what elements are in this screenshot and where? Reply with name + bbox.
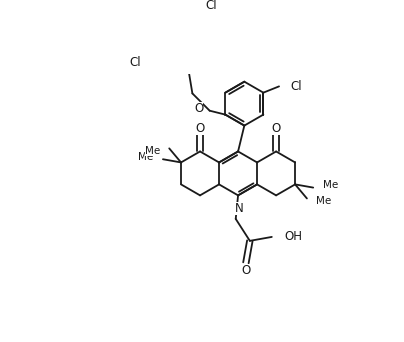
Text: Cl: Cl	[206, 0, 217, 12]
Text: O: O	[241, 264, 250, 277]
Text: OH: OH	[284, 231, 302, 244]
Text: Me: Me	[138, 152, 154, 162]
Text: N: N	[235, 202, 244, 215]
Text: O: O	[271, 122, 281, 135]
Text: Me: Me	[316, 196, 332, 206]
Text: Me: Me	[145, 146, 160, 156]
Text: O: O	[196, 122, 205, 135]
Text: Cl: Cl	[290, 80, 302, 93]
Text: O: O	[194, 102, 203, 115]
Text: Cl: Cl	[130, 56, 141, 69]
Text: Me: Me	[323, 180, 338, 190]
